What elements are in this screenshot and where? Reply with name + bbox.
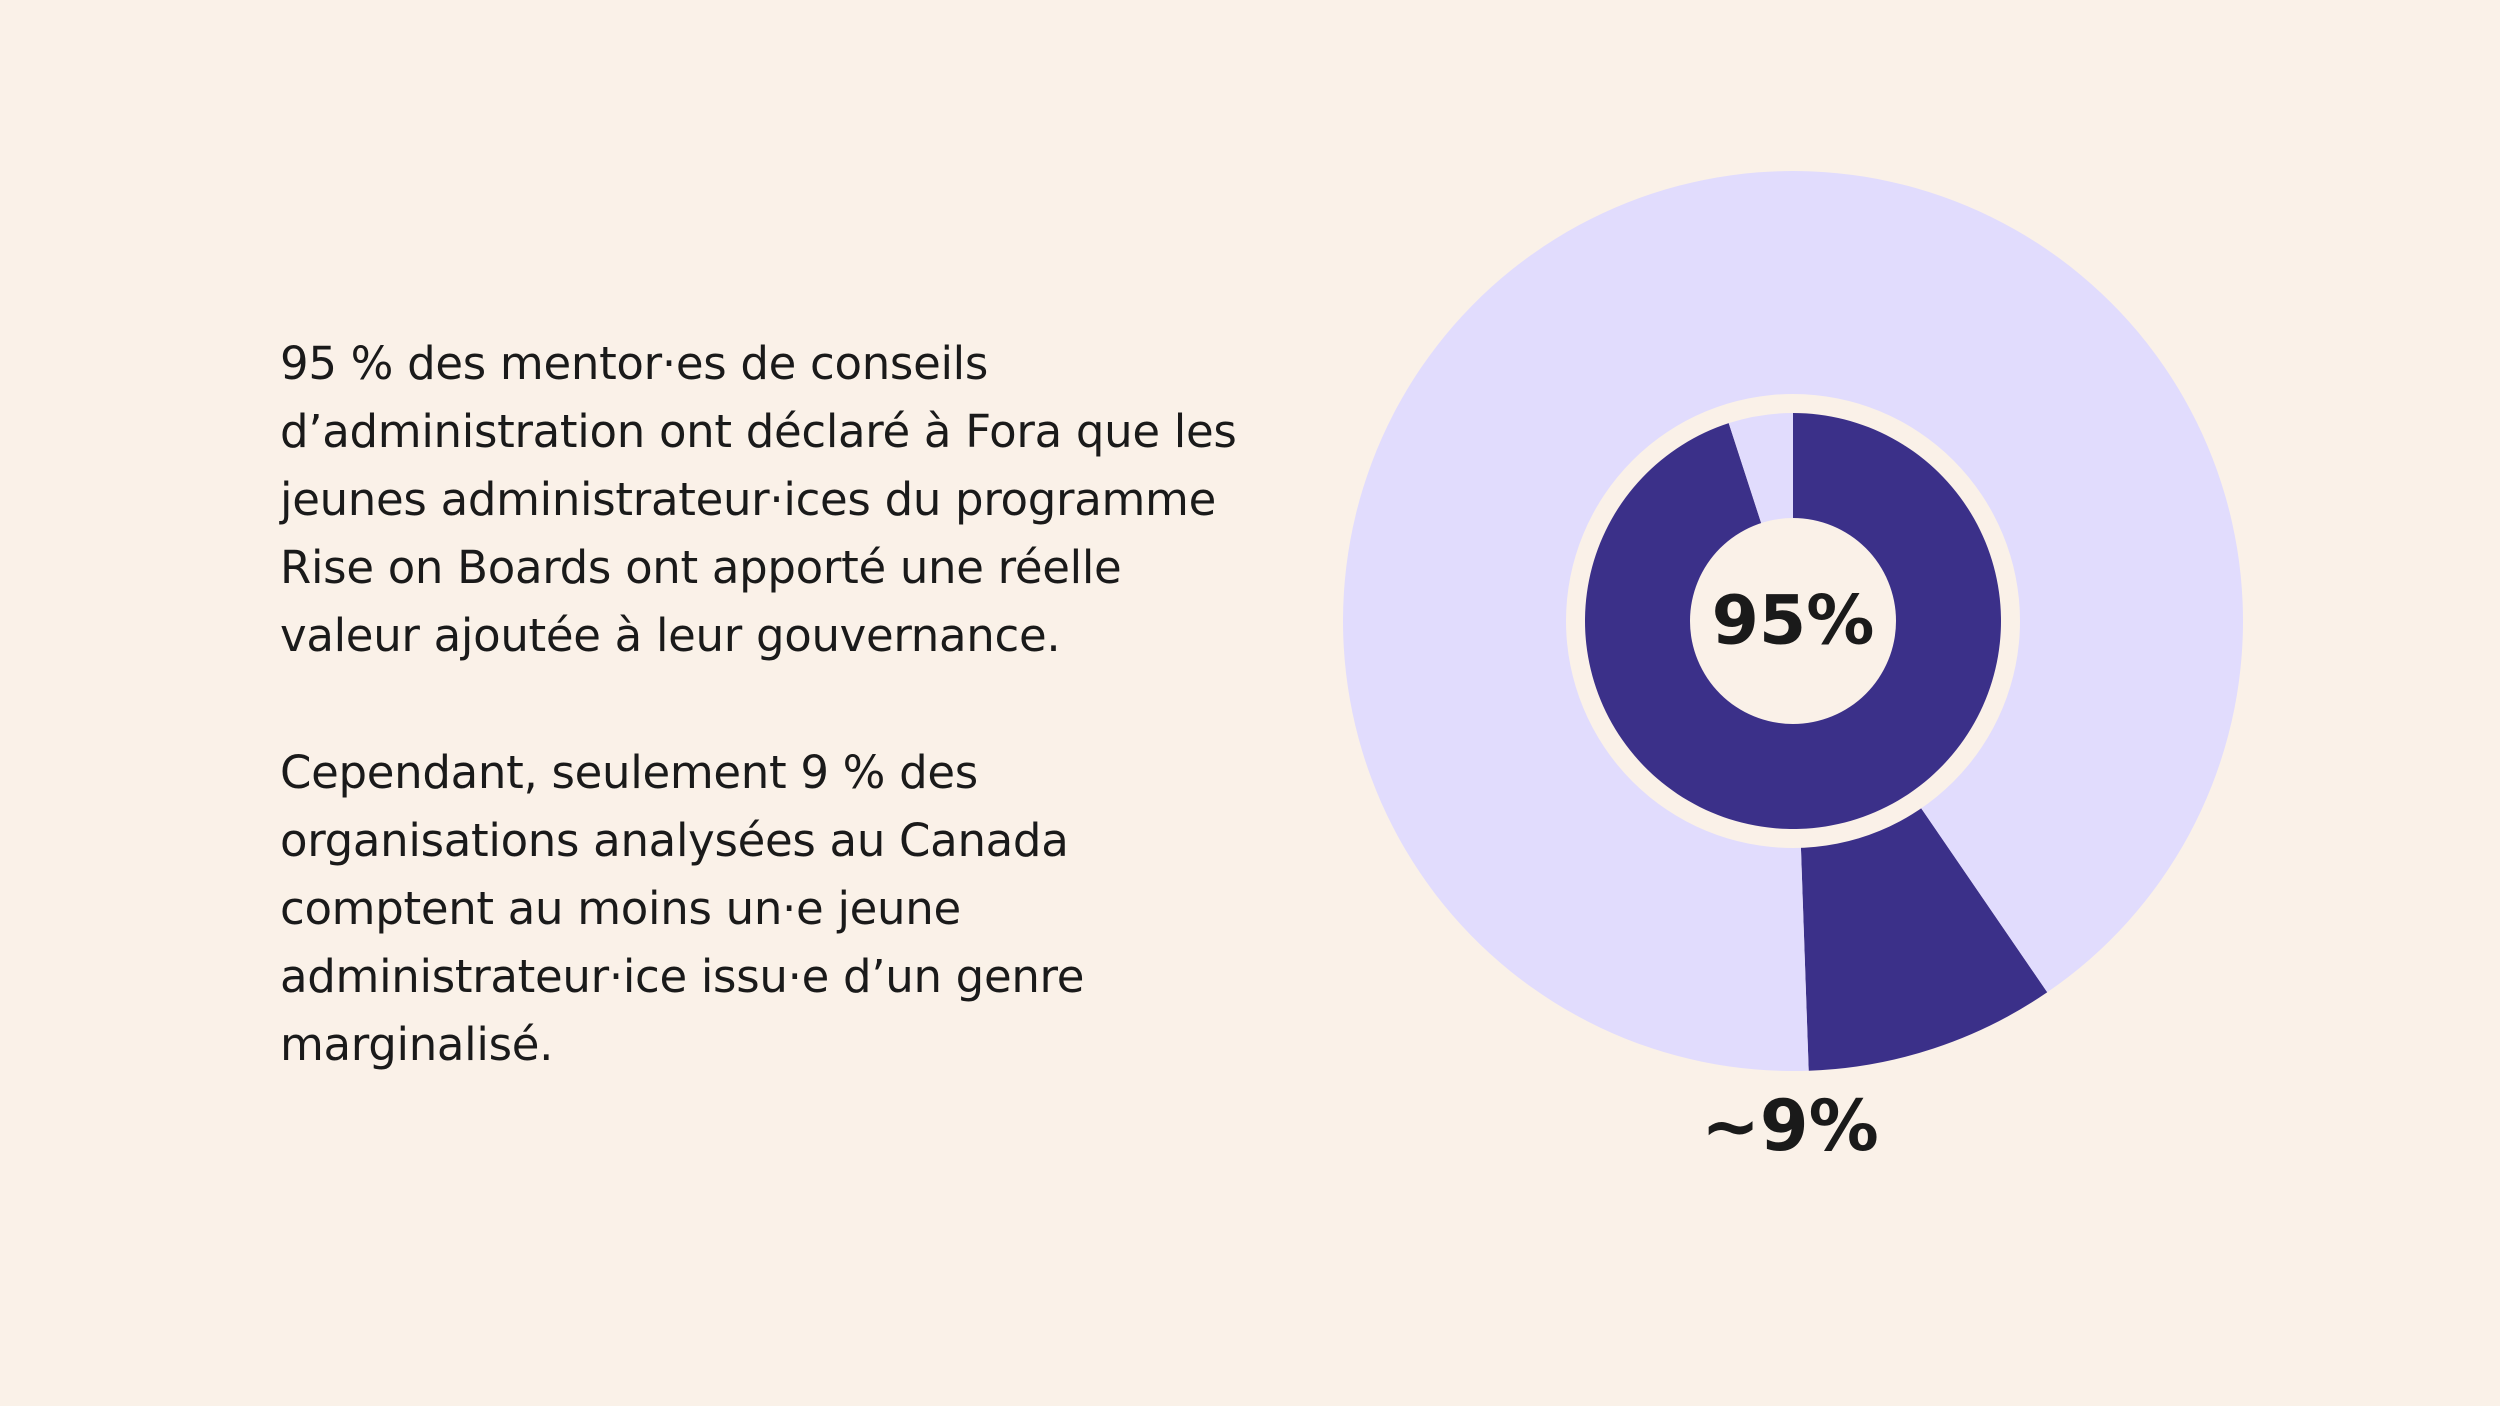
center-value-label: 95% — [1712, 582, 1875, 661]
contrast-paragraph: Cependant, seulement 9 % des organisatio… — [280, 746, 1085, 1071]
inner-slice-1 — [1728, 413, 1793, 524]
inner-slice-0 — [1585, 413, 2002, 830]
center-hole — [1690, 518, 1896, 724]
outer-value-label: ~9% — [1701, 1085, 1879, 1167]
intro-paragraph: 95 % des mentor·es de conseils d’adminis… — [280, 337, 1237, 662]
inner-ring — [1585, 413, 2002, 830]
